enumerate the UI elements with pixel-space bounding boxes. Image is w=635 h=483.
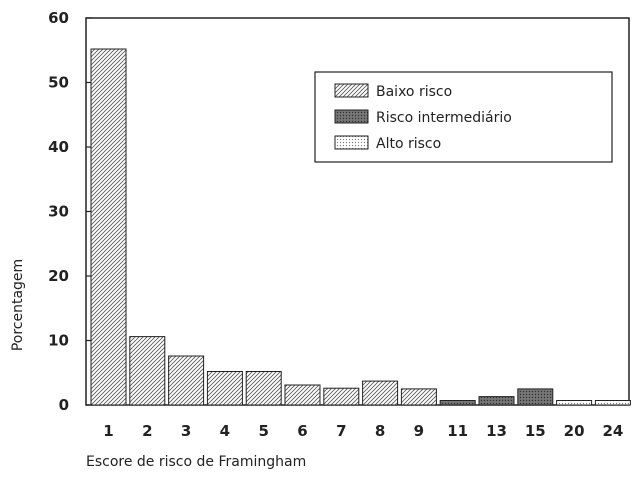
y-tick-label: 50: [48, 74, 69, 92]
x-tick-label: 7: [336, 422, 346, 440]
x-axis-label: Escore de risco de Framingham: [86, 454, 306, 470]
bar-7: [323, 387, 360, 406]
x-tick-label: 24: [602, 422, 623, 440]
y-tick-label: 0: [59, 396, 69, 414]
bar-3: [168, 355, 205, 406]
x-tick-label: 5: [258, 422, 268, 440]
bar-8: [362, 380, 399, 406]
y-axis: 0 10 20 30 40 50 60: [48, 9, 92, 414]
bars: [90, 48, 631, 406]
legend-label-intermediario: Risco intermediário: [376, 110, 512, 126]
x-tick-label: 11: [447, 422, 468, 440]
y-axis-label: Porcentagem: [10, 259, 26, 351]
bar-13: [478, 396, 515, 406]
legend-swatch-intermediario: [334, 109, 369, 124]
x-tick-label: 6: [297, 422, 307, 440]
x-tick-label: 1: [103, 422, 113, 440]
legend-swatch-baixo: [334, 83, 369, 98]
x-tick-label: 13: [486, 422, 507, 440]
bar-2: [129, 336, 166, 406]
legend-label-alto: Alto risco: [376, 136, 441, 152]
x-tick-label: 3: [181, 422, 191, 440]
x-axis: 1 2 3 4 5 6 7 8 9 11 13 15 20 24: [103, 422, 623, 440]
bar-6: [284, 384, 321, 406]
y-tick-label: 10: [48, 332, 69, 350]
legend-label-baixo: Baixo risco: [376, 84, 452, 100]
legend: Baixo risco Risco intermediário Alto ris…: [314, 71, 613, 163]
x-tick-label: 8: [375, 422, 385, 440]
bar-20: [556, 400, 593, 406]
bar-11: [439, 400, 476, 406]
y-tick-label: 30: [48, 203, 69, 221]
bar-9: [400, 388, 437, 406]
x-tick-label: 4: [220, 422, 230, 440]
legend-swatch-alto: [334, 135, 369, 150]
y-tick-label: 20: [48, 267, 69, 285]
bar-15: [517, 388, 554, 406]
x-tick-label: 9: [414, 422, 424, 440]
bar-1: [90, 48, 127, 406]
bar-4: [206, 371, 243, 406]
y-tick-label: 60: [48, 9, 69, 27]
bar-5: [245, 371, 282, 406]
x-tick-label: 2: [142, 422, 152, 440]
x-tick-label: 20: [564, 422, 585, 440]
bar-24: [594, 400, 631, 406]
x-tick-label: 15: [525, 422, 546, 440]
y-tick-label: 40: [48, 138, 69, 156]
